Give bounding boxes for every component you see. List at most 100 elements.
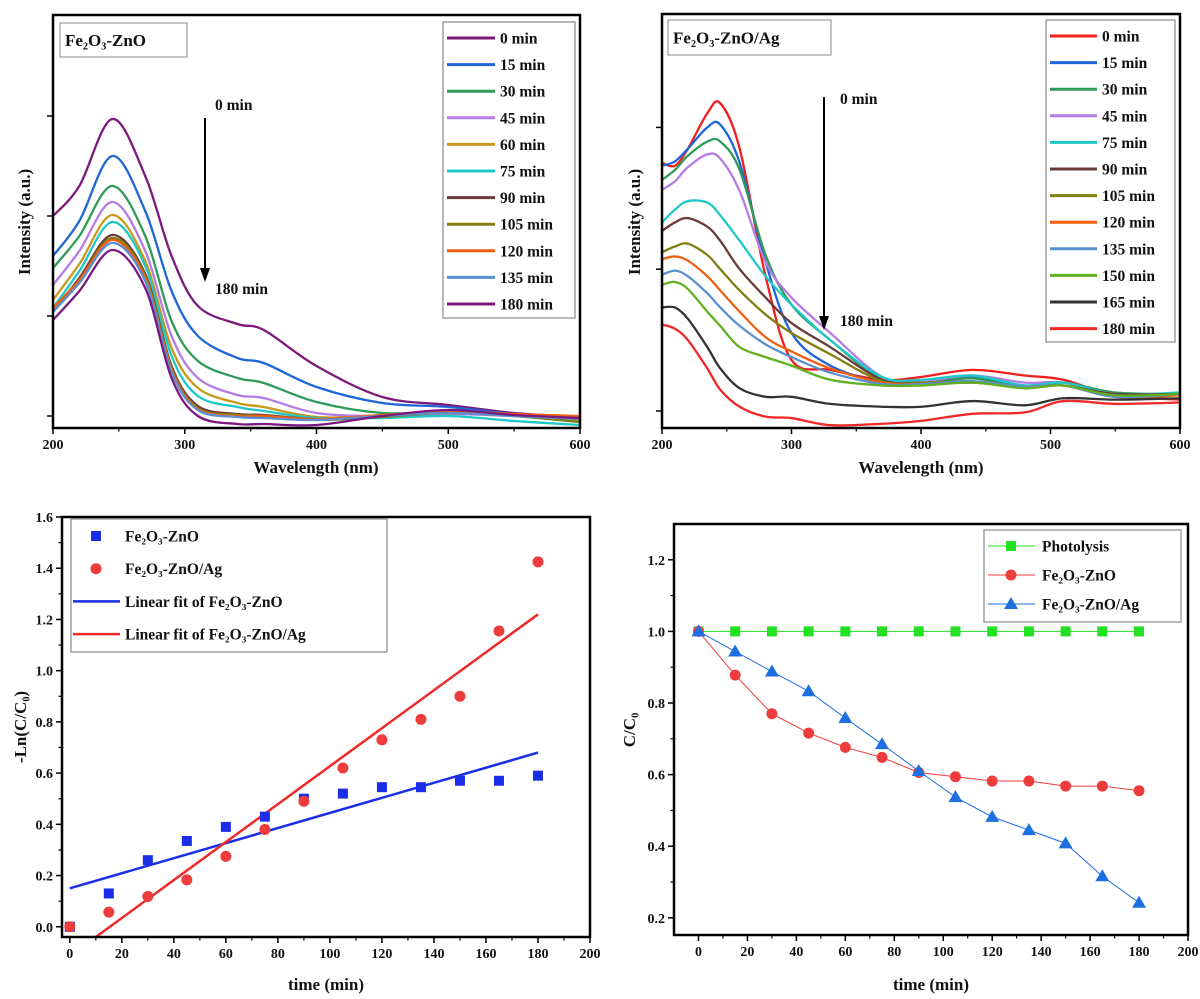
legend-item: 15 min [1050, 55, 1148, 72]
panel-3: 0 20 40 60 80 100 120 140 160 180 200 0.0 0.2 0.4 0.6 0… [11, 511, 601, 994]
data-point [948, 790, 963, 803]
legend-item: Fe₂O₃-ZnO/Ag [90, 561, 222, 578]
legend-label: 105 min [1102, 188, 1155, 205]
data-point [766, 626, 777, 637]
series-line-165-min [662, 305, 1180, 409]
legend-label: 150 min [1102, 268, 1155, 285]
series-line-180-min [53, 248, 580, 427]
data-point [532, 770, 543, 781]
data-point [1132, 895, 1147, 908]
data-point [1134, 626, 1145, 637]
data-point [103, 888, 114, 899]
annotation-start: 0 min [840, 91, 878, 108]
data-point [493, 775, 504, 786]
x-tick-label: 40 [167, 947, 181, 962]
legend-label: 165 min [1102, 295, 1155, 312]
legend-item: 45 min [447, 110, 546, 127]
plot-frame [60, 515, 592, 939]
data-point [142, 891, 154, 903]
legend-item: 105 min [447, 217, 553, 234]
y-tick-label: 1.2 [36, 613, 54, 628]
data-point [986, 775, 998, 787]
data-point [1060, 780, 1072, 792]
legend-item: 165 min [1050, 295, 1155, 312]
x-tick-label: 200 [43, 438, 64, 453]
legend-item: 75 min [1050, 135, 1148, 152]
legend-label: 60 min [500, 137, 546, 154]
data-point [987, 626, 998, 637]
data-point [691, 624, 706, 637]
x-axis-label: Wavelength (nm) [858, 458, 983, 477]
legend-item: Linear fit of Fe₂O₃-ZnO/Ag [73, 627, 306, 644]
data-point [876, 751, 888, 763]
x-tick-label: 400 [911, 438, 932, 453]
y-tick-label: 0.6 [36, 767, 54, 782]
y-tick-label: 0.4 [648, 840, 666, 855]
legend: Fe₂O₃-ZnO Fe₂O₃-ZnO/Ag Linear fit of Fe₂O₃… [70, 518, 388, 653]
data-point [729, 669, 741, 681]
panel-title: Fe₂O₃-ZnO [65, 31, 146, 50]
data-point [803, 626, 814, 637]
y-tick-label: 0.2 [648, 912, 666, 927]
series-line-45-min [662, 152, 1180, 396]
x-tick-label: 60 [838, 945, 852, 960]
legend-label: 180 min [1102, 321, 1155, 338]
data-point [532, 556, 544, 568]
legend: 0 min 15 min 30 min 45 min 60 min 75 min 90 mi… [442, 21, 576, 319]
legend-label: 30 min [500, 84, 546, 101]
x-tick-label: 180 [527, 947, 548, 962]
series-line-75-min [53, 220, 580, 427]
legend-label: 45 min [500, 110, 546, 127]
panel-4: 0 20 40 60 80 100 120 140 160 180 200 0.2 0.4 0.6 0.8 1… [620, 522, 1199, 994]
arrow-head-icon [200, 268, 210, 282]
legend-item: 180 min [447, 297, 553, 314]
legend-marker [1004, 597, 1018, 609]
plot-area [662, 100, 1180, 427]
legend-label: Fe₂O₃-ZnO [125, 529, 199, 546]
x-tick-label: 160 [1080, 945, 1101, 960]
data-point [1096, 780, 1108, 792]
legend-item: Photolysis [988, 539, 1109, 556]
legend-item: 45 min [1050, 108, 1148, 125]
legend-label: 120 min [500, 243, 553, 260]
data-point [142, 855, 153, 866]
legend-label: 180 min [500, 297, 553, 314]
data-point [1095, 869, 1110, 882]
legend-item: Fe₂O₃-ZnO [988, 568, 1116, 585]
annotation-start: 0 min [215, 97, 253, 114]
y-axis-label: C/C₀ [620, 713, 639, 747]
x-tick-label: 20 [740, 945, 754, 960]
data-point [764, 664, 779, 677]
legend-label: 105 min [500, 217, 553, 234]
data-point [181, 835, 192, 846]
legend-label: 90 min [500, 190, 546, 207]
x-tick-label: 500 [1040, 438, 1061, 453]
data-point [415, 782, 426, 793]
data-point [803, 727, 815, 739]
legend-item: 0 min [447, 31, 538, 48]
title-box [59, 22, 188, 58]
y-axis-label: -Ln(C/C₀) [11, 691, 30, 763]
series-line-0-min [53, 117, 580, 419]
legend-label: Linear fit of Fe₂O₃-ZnO/Ag [125, 627, 306, 644]
y-tick-label: 0.2 [36, 870, 54, 885]
data-point [64, 921, 76, 933]
plot-area [64, 556, 544, 937]
legend-label: 30 min [1102, 82, 1148, 99]
data-point [766, 708, 778, 720]
legend-label: Fe₂O₃-ZnO/Ag [1042, 597, 1139, 614]
y-tick-label: 0.6 [648, 769, 666, 784]
y-axis-label: Intensity (a.u.) [625, 169, 644, 275]
plot-area [53, 117, 580, 427]
x-tick-label: 0 [695, 945, 702, 960]
x-tick-label: 200 [1178, 945, 1199, 960]
panel-2: 200 300 400 500 600 Wavelength (nm) Intensity … [625, 12, 1191, 477]
legend-marker [90, 563, 102, 575]
legend-item: 90 min [1050, 162, 1148, 179]
data-point [877, 626, 888, 637]
data-point [875, 737, 890, 750]
x-tick-label: 600 [1170, 438, 1191, 453]
series-line-75-min [662, 199, 1180, 396]
data-point [730, 626, 741, 637]
data-point [181, 874, 193, 886]
